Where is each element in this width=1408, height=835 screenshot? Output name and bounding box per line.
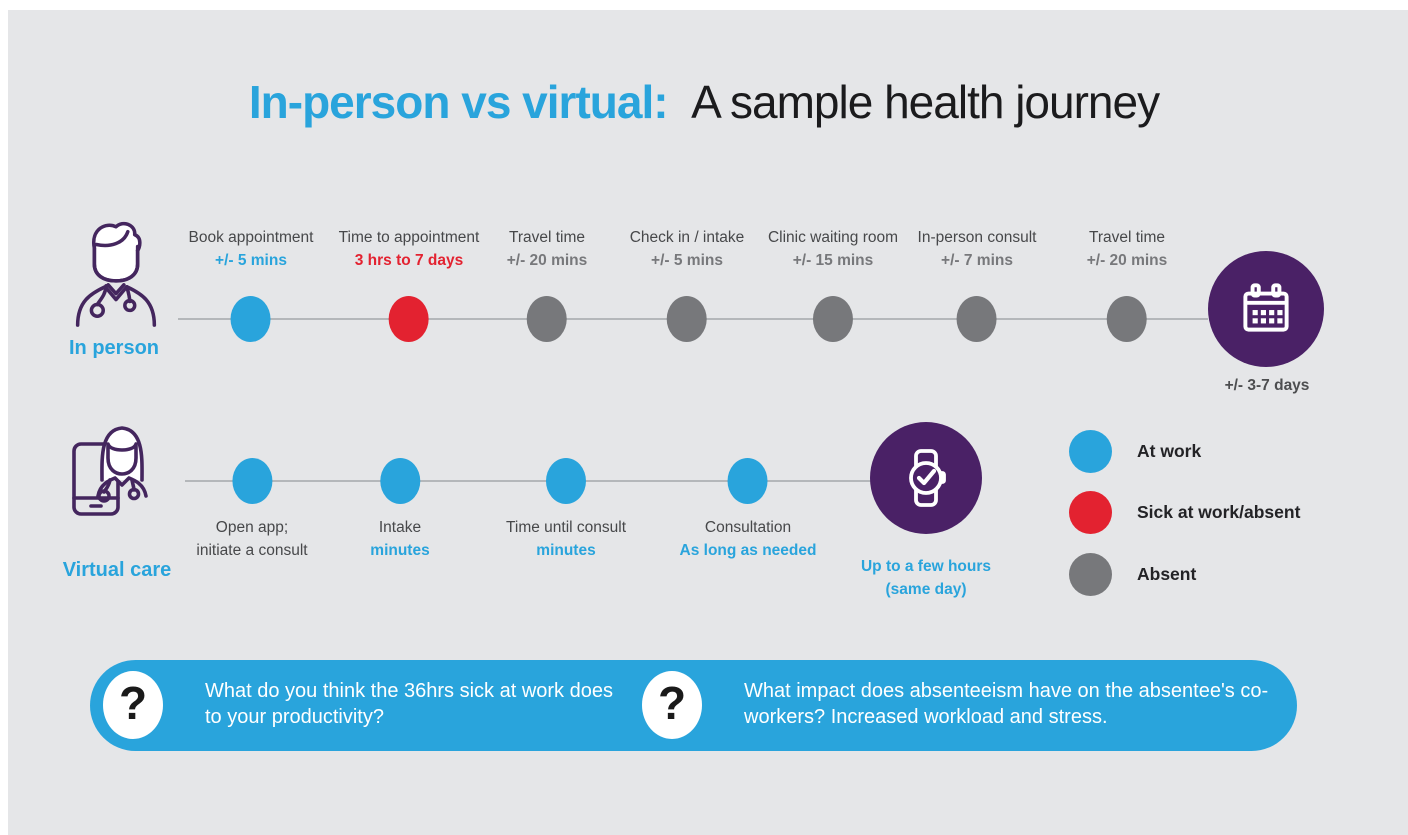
calendar-icon (1243, 283, 1289, 332)
step-duration: +/- 20 mins (506, 252, 588, 269)
legend-item-at-work: At work (1069, 430, 1201, 473)
step-duration: +/- 20 mins (1086, 252, 1168, 269)
question-mark-icon: ? (642, 671, 702, 739)
timeline-step: Travel time +/- 20 mins (1086, 226, 1168, 342)
step-dot-absent (667, 296, 707, 342)
step-duration: +/- 7 mins (941, 252, 1013, 269)
timeline-step: Time until consult minutes (506, 458, 626, 562)
step-duration: minutes (536, 542, 596, 559)
timeline-step: Intake minutes (370, 458, 430, 562)
row-label-virtual-care: Virtual care (62, 559, 172, 581)
step-dot-at-work (546, 458, 586, 504)
milestone-caption: Up to a few hours (860, 558, 992, 575)
step-dot-absent (957, 296, 997, 342)
step-duration: +/- 5 mins (215, 252, 287, 269)
step-dot-at-work (232, 458, 272, 504)
watch-icon (909, 449, 946, 507)
title-rest-text: A sample health journey (691, 76, 1160, 128)
step-dot-at-work (727, 458, 768, 504)
step-name: Intake (378, 519, 422, 536)
legend-item-sick: Sick at work/absent (1069, 491, 1300, 534)
title-rest (679, 76, 691, 128)
step-name: Travel time (1088, 229, 1166, 246)
step-name: Time to appointment (338, 229, 480, 246)
timeline-line-virtual (185, 480, 874, 482)
legend-label: Absent (1137, 564, 1197, 584)
phone-doctor-icon (52, 416, 178, 544)
timeline-step: Check in / intake +/- 5 mins (629, 226, 745, 342)
step-dot-absent (527, 296, 567, 342)
legend-swatch-red (1069, 491, 1112, 534)
step-name: Clinic waiting room (767, 229, 899, 246)
legend-label: At work (1137, 441, 1202, 461)
timeline-step: Travel time +/- 20 mins (506, 226, 588, 342)
milestone-calendar (1208, 251, 1324, 367)
step-duration: +/- 15 mins (792, 252, 874, 269)
step-name: Open app; (215, 519, 289, 536)
step-dot-absent (1107, 296, 1147, 342)
question-mark-glyph: ? (118, 677, 148, 729)
step-name: Time until consult (505, 519, 627, 536)
timeline-step: In-person consult +/- 7 mins (917, 226, 1037, 342)
timeline-step: Clinic waiting room +/- 15 mins (768, 226, 898, 342)
step-dot-at-work (230, 296, 271, 342)
title-highlight: In-person vs virtual: (248, 76, 669, 128)
row-label-in-person: In person (68, 337, 160, 359)
question-mark-glyph: ? (657, 677, 687, 729)
step-duration: As long as needed (679, 542, 817, 559)
page-title: In-person vs virtual: A sample health jo… (0, 72, 1408, 132)
question-text: What impact does absenteeism have on the… (744, 680, 1269, 728)
step-duration: initiate a consult (196, 542, 308, 559)
step-name: Book appointment (188, 229, 314, 246)
question-mark-icon: ? (103, 671, 163, 739)
step-duration: +/- 5 mins (651, 252, 723, 269)
step-duration: 3 hrs to 7 days (354, 252, 464, 269)
step-dot-at-work (380, 458, 420, 504)
timeline-step: Time to appointment 3 hrs to 7 days (338, 226, 480, 342)
timeline-step: Consultation As long as needed (679, 458, 817, 562)
legend-label: Sick at work/absent (1137, 502, 1301, 522)
step-name: Check in / intake (629, 229, 745, 246)
step-dot-absent (812, 296, 853, 342)
timeline-step: Book appointment +/- 5 mins (188, 226, 314, 342)
step-name: Consultation (704, 519, 792, 536)
question-text: What do you think the 36hrs sick at work… (205, 680, 613, 728)
legend-swatch-blue (1069, 430, 1112, 473)
milestone-caption: (same day) (885, 581, 967, 598)
step-dot-sick (389, 296, 429, 342)
legend-item-absent: Absent (1069, 553, 1196, 596)
step-name: Travel time (508, 229, 586, 246)
step-duration: minutes (370, 542, 430, 559)
timeline-step: Open app; initiate a consult (196, 458, 308, 562)
legend-swatch-gray (1069, 553, 1112, 596)
milestone-caption: +/- 3-7 days (1224, 377, 1310, 394)
step-name: In-person consult (917, 229, 1037, 246)
milestone-watch (870, 422, 982, 534)
doctor-icon (57, 214, 175, 334)
